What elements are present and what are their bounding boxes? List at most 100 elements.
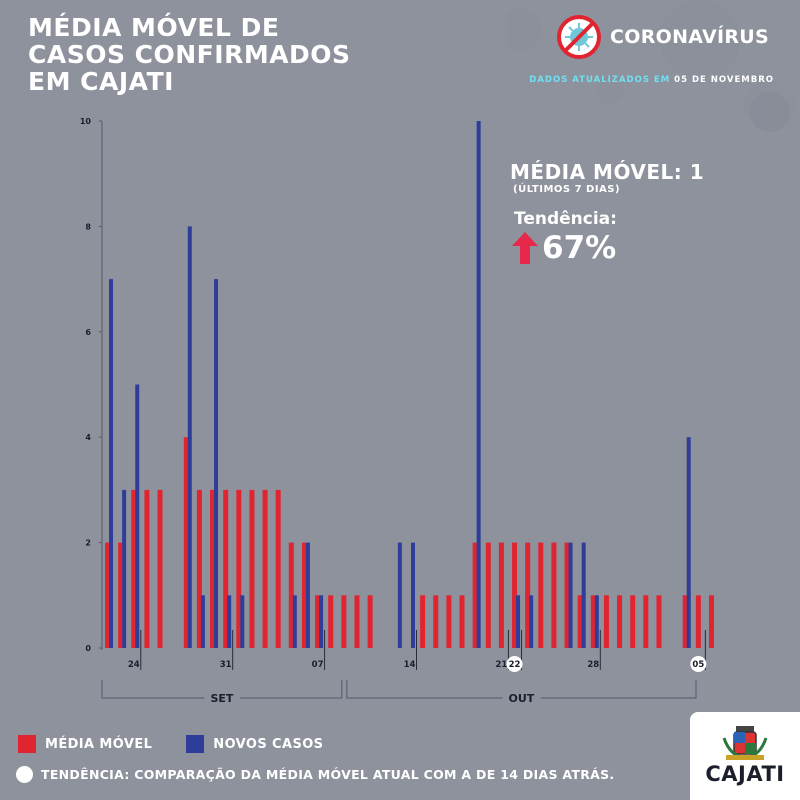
bar-media-movel: [105, 542, 110, 648]
bar-media-movel: [367, 595, 373, 648]
bar-media-movel: [131, 489, 137, 648]
bar-novos-casos: [529, 595, 534, 648]
bar-novos-casos: [581, 542, 586, 648]
bar-media-movel: [236, 489, 242, 648]
bar-media-movel: [144, 489, 150, 648]
legend-label: MÉDIA MÓVEL: [45, 736, 153, 752]
month-label-background: [204, 691, 240, 706]
month-label-background: [502, 691, 541, 706]
bar-media-movel: [341, 595, 347, 648]
bar-novos-casos: [122, 489, 127, 648]
bar-novos-casos: [292, 595, 297, 648]
bar-novos-casos: [214, 279, 219, 648]
bar-media-movel: [223, 489, 229, 648]
updated-value: 05 DE NOVEMBRO: [674, 75, 774, 85]
x-tick-label: 14: [404, 660, 416, 670]
x-tick-highlight: [690, 656, 707, 672]
trend-note-text: TENDÊNCIA: COMPARAÇÃO DA MÉDIA MÓVEL ATU…: [41, 767, 615, 782]
bar-novos-casos: [397, 542, 402, 648]
bar-media-movel: [708, 595, 714, 648]
bar-media-movel: [354, 595, 360, 648]
bar-novos-casos: [109, 279, 113, 648]
month-label: SET: [210, 692, 233, 705]
bar-novos-casos: [227, 595, 232, 648]
bar-media-movel: [630, 595, 636, 648]
chart-legend: MÉDIA MÓVEL NOVOS CASOS: [18, 735, 323, 753]
legend-swatch: [18, 735, 36, 753]
moving-average-period: (ÚLTIMOS 7 DIAS): [513, 184, 621, 195]
x-tick-label: 07: [312, 660, 324, 670]
brand-label: CORONAVÍRUS: [610, 26, 770, 48]
trend-label: Tendência:: [514, 209, 617, 229]
bar-media-movel: [210, 489, 216, 648]
month-label: OUT: [509, 692, 535, 705]
title-line: CASOS CONFIRMADOS: [28, 40, 351, 69]
coat-of-arms-icon: [722, 726, 768, 760]
bar-media-movel: [603, 595, 609, 648]
bar-media-movel: [262, 489, 268, 648]
bar-media-movel: [288, 542, 294, 648]
x-tick-label: 05: [692, 660, 704, 670]
bar-media-movel: [459, 595, 465, 648]
updated-prefix: DADOS ATUALIZADOS EM: [529, 75, 671, 85]
bar-novos-casos: [516, 595, 521, 648]
bar-media-movel: [183, 437, 189, 648]
bar-media-movel: [577, 595, 583, 648]
logo-label: CAJATI: [705, 762, 785, 786]
bar-media-movel: [472, 542, 478, 648]
x-tick-label: 21: [495, 660, 507, 670]
legend-label: NOVOS CASOS: [213, 736, 324, 752]
y-tick-label: 2: [85, 539, 91, 548]
trend-value: 67%: [542, 230, 617, 266]
trend-note: TENDÊNCIA: COMPARAÇÃO DA MÉDIA MÓVEL ATU…: [16, 766, 614, 783]
bar-media-movel: [682, 595, 688, 648]
x-tick-label: 24: [128, 660, 140, 670]
bar-media-movel: [498, 542, 504, 648]
bar-media-movel: [512, 542, 518, 648]
bar-media-movel: [590, 595, 596, 648]
bar-novos-casos: [305, 542, 310, 648]
bar-novos-casos: [568, 542, 573, 648]
bar-media-movel: [157, 489, 163, 648]
bar-media-movel: [249, 489, 255, 648]
bar-media-movel: [695, 595, 701, 648]
bar-novos-casos: [476, 121, 481, 648]
x-tick-label: 22: [509, 660, 521, 670]
bar-media-movel: [617, 595, 623, 648]
y-tick-label: 6: [85, 328, 91, 337]
legend-swatch: [186, 735, 205, 753]
bar-novos-casos: [594, 595, 599, 648]
legend-item-novos-casos: NOVOS CASOS: [186, 735, 323, 753]
bar-media-movel: [643, 595, 649, 648]
bar-novos-casos: [200, 595, 205, 648]
bar-novos-casos: [240, 595, 245, 648]
trend: 67%: [512, 230, 616, 266]
bar-media-movel: [301, 542, 307, 648]
bar-media-movel: [420, 595, 426, 648]
y-tick-label: 4: [85, 433, 91, 442]
moving-average-value: MÉDIA MÓVEL: 1: [510, 160, 705, 184]
bar-media-movel: [485, 542, 491, 648]
bar-media-movel: [275, 489, 281, 648]
bar-media-movel: [525, 542, 531, 648]
bar-novos-casos: [135, 384, 140, 648]
city-logo: CAJATI: [690, 712, 800, 800]
bar-media-movel: [656, 595, 662, 648]
bar-novos-casos: [319, 595, 324, 648]
bar-media-movel: [564, 542, 570, 648]
page-title: MÉDIA MÓVEL DE CASOS CONFIRMADOS EM CAJA…: [28, 14, 351, 95]
x-tick-highlight: [506, 656, 523, 672]
y-tick-label: 10: [80, 117, 92, 126]
y-tick-label: 0: [85, 644, 91, 653]
bar-media-movel: [551, 542, 557, 648]
legend-item-media-movel: MÉDIA MÓVEL: [18, 735, 152, 753]
no-virus-icon: [557, 15, 601, 59]
bar-media-movel: [328, 595, 334, 648]
bar-novos-casos: [187, 226, 192, 648]
y-tick-label: 8: [85, 222, 91, 231]
title-line: EM CAJATI: [28, 67, 174, 96]
arrow-up-icon: [512, 232, 538, 264]
bar-media-movel: [433, 595, 439, 648]
x-tick-label: 28: [587, 660, 599, 670]
